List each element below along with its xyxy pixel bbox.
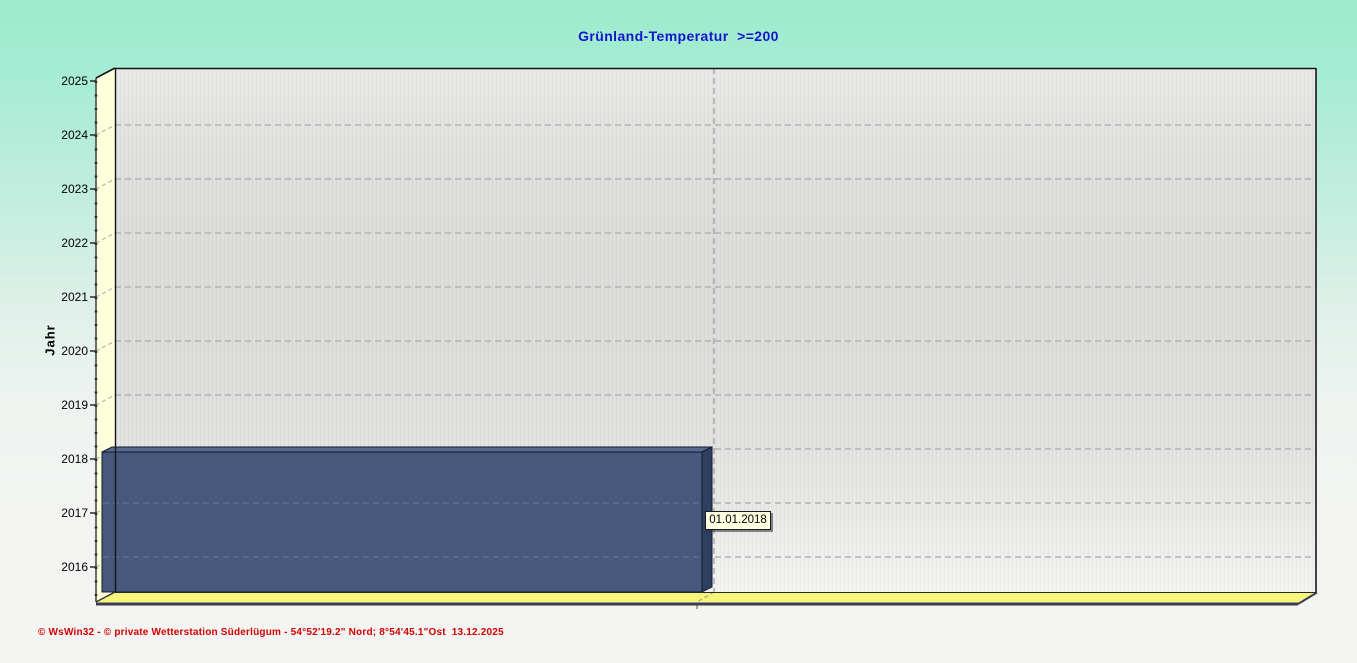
y-tick-label-2025: 2025: [61, 74, 88, 88]
bar-value-tooltip: 01.01.2018: [705, 511, 771, 530]
chart-borders: [95, 67, 1318, 606]
y-axis: [90, 78, 98, 602]
grassland-temperature-bar[interactable]: [101, 446, 713, 593]
footer-credit: © WsWin32 - © private Wetterstation Süde…: [38, 627, 504, 638]
y-tick-label-2021: 2021: [61, 290, 88, 304]
y-gridlines: [115, 124, 1316, 558]
y-tick-label-2019: 2019: [61, 398, 88, 412]
y-tick-label-2020: 2020: [61, 344, 88, 358]
y-tick-label-2024: 2024: [61, 128, 88, 142]
chart-title: Grünland-Temperatur >=200: [578, 28, 779, 44]
y-tick-label-2022: 2022: [61, 236, 88, 250]
y-tick-label-2023: 2023: [61, 182, 88, 196]
y-tick-label-2017: 2017: [61, 506, 88, 520]
y-tick-label-2016: 2016: [61, 560, 88, 574]
y-tick-label-2018: 2018: [61, 452, 88, 466]
